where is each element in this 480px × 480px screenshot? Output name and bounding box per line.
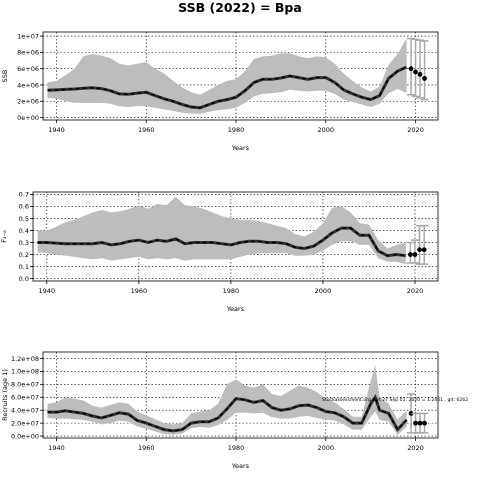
chart-panel-3: 1940 1960 1980 2000 2020 0.0e+00 2.0e+07 4.0e+0… [1, 351, 468, 470]
x-axis-label: Years [226, 305, 245, 313]
axes-frame [42, 31, 439, 121]
data-point [413, 69, 418, 75]
estimate-line-dashed [47, 66, 407, 109]
data-point [408, 66, 414, 72]
data-point [413, 420, 418, 426]
y-tick-label: 0.0e+00 [11, 432, 39, 440]
axes-frame [42, 351, 439, 439]
confidence-band [37, 196, 406, 265]
data-point [412, 252, 418, 257]
x-tick-label: 1980 [228, 126, 245, 134]
x-tick-label: 1980 [228, 444, 245, 452]
x-tick-label: 2000 [318, 444, 335, 452]
x-tick-label: 1940 [48, 126, 65, 134]
data-point [421, 247, 427, 253]
y-tick-label: 0.0 [19, 275, 29, 283]
y-tick-label: 0.1 [19, 263, 29, 271]
y-axis-label: SSB [1, 70, 9, 83]
confidence-band [47, 38, 407, 114]
data-point [417, 71, 423, 77]
y-tick-label: 0.4 [19, 227, 29, 235]
x-tick-label: 2020 [407, 444, 424, 452]
axes-frame [32, 191, 439, 282]
x-axis-label: Years [231, 144, 250, 152]
x-tick-label: 1980 [223, 287, 240, 295]
y-tick-label: 4e+06 [17, 81, 39, 89]
data-point [417, 247, 422, 253]
x-tick-label: 2020 [407, 287, 424, 295]
data-point [408, 411, 414, 416]
x-tick-label: 1960 [138, 444, 155, 452]
chart-panel-2: 1940 1960 1980 2000 2020 0.0 0.1 0.2 0.3 0.4 0.5 0.… [0, 191, 439, 313]
y-axis-label: F₄₋₈ [0, 230, 8, 243]
y-tick-label: 8e+06 [17, 49, 39, 57]
estimate-line-dashed [47, 395, 408, 432]
y-tick-label: 2e+06 [17, 98, 39, 106]
y-tick-label: 1.0e+08 [11, 368, 39, 376]
data-point [422, 420, 427, 426]
y-tick-label: 1e+07 [17, 32, 39, 40]
x-tick-label: 1940 [39, 287, 56, 295]
x-tick-label: 2000 [318, 126, 335, 134]
y-tick-label: 0e+00 [17, 114, 39, 122]
y-tick-label: 4.0e+07 [11, 406, 39, 414]
x-tick-label: 1960 [131, 287, 148, 295]
x-axis-label: Years [231, 462, 250, 470]
y-tick-label: 0.3 [19, 239, 29, 247]
annotation-text: Stockassessment.org, set 27 Sep 01: 2020… [322, 397, 468, 403]
confidence-band [47, 364, 407, 435]
data-point [422, 76, 427, 81]
x-tick-label: 1940 [48, 444, 65, 452]
y-tick-label: 0.6 [19, 203, 29, 211]
y-tick-label: 0.7 [19, 191, 29, 199]
y-tick-label: 1.2e+08 [11, 355, 39, 363]
x-tick-label: 2000 [315, 287, 332, 295]
x-tick-label: 1960 [138, 126, 155, 134]
y-tick-label: 6e+06 [17, 65, 39, 73]
y-tick-label: 2.0e+07 [11, 419, 39, 427]
y-tick-label: 0.5 [19, 215, 29, 223]
y-tick-label: 6.0e+07 [11, 394, 39, 402]
chart-title: SSB (2022) = Bpa [178, 0, 302, 15]
y-tick-label: 0.2 [19, 251, 29, 259]
estimate-line-dashed [37, 227, 406, 257]
y-axis-label: Recruits (age 1) [1, 369, 9, 421]
y-tick-label: 8.0e+07 [11, 381, 39, 389]
x-tick-label: 2020 [407, 126, 424, 134]
data-point [407, 252, 413, 257]
chart-panel-1: 1940 1960 1980 2000 2020 0e+00 2e+06 4e+06 6e+06… [1, 31, 439, 152]
data-point [417, 420, 423, 426]
